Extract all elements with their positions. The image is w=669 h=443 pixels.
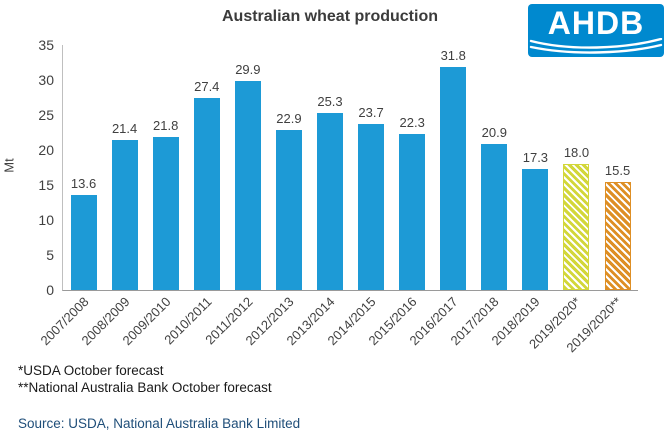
y-tick-label: 35 (38, 37, 54, 53)
bar-2018-2019 (522, 168, 549, 290)
bar-slot: 18.0 (556, 45, 597, 290)
bar-slot: 15.5 (597, 45, 638, 290)
bar-slot: 29.9 (227, 45, 268, 290)
x-tick-label: 2019/2020* (526, 294, 584, 352)
bar-value-label: 22.9 (276, 110, 302, 126)
x-tick-label: 2018/2019 (488, 294, 543, 349)
bar-2014-2015 (358, 124, 385, 290)
y-tick-label: 20 (38, 142, 54, 158)
bar-slot: 25.3 (309, 45, 350, 290)
y-axis-label: Mt (1, 158, 17, 173)
ahdb-logo: AHDB (528, 4, 664, 57)
bar-2019-2020-usda-forecast (563, 164, 590, 290)
bar-value-label: 17.3 (522, 149, 549, 165)
bar-slot: 27.4 (186, 45, 227, 290)
bar-2011-2012 (234, 80, 261, 290)
bar-value-label: 29.9 (235, 61, 261, 77)
y-tick-label: 30 (38, 72, 54, 88)
bar-slot: 20.9 (474, 45, 515, 290)
bar-2007-2008 (70, 194, 97, 290)
x-tick-label: 2016/2017 (406, 294, 461, 349)
ahdb-logo-text: AHDB (547, 5, 645, 41)
bar-value-label: 18.0 (563, 145, 590, 160)
bar-value-label: 31.8 (440, 48, 466, 64)
bar-2008-2009 (111, 140, 138, 290)
x-tick-label: 2015/2016 (365, 294, 420, 349)
bar-value-label: 23.7 (358, 105, 384, 121)
bar-2010-2011 (193, 98, 220, 290)
footnotes: *USDA October forecast **National Austra… (18, 362, 272, 396)
bar-value-label: 15.5 (604, 162, 631, 178)
bar-value-label: 13.6 (70, 175, 97, 191)
source-text: Source: USDA, National Australia Bank Li… (18, 416, 301, 431)
y-tick-label: 0 (46, 282, 54, 298)
bar-value-label: 21.8 (153, 118, 179, 134)
bar-slot: 31.8 (433, 45, 474, 290)
bar-2017-2018 (481, 143, 508, 290)
bar-slot: 21.4 (104, 45, 145, 290)
bar-value-label: 25.3 (317, 93, 343, 109)
footnote-usda: *USDA October forecast (18, 363, 164, 378)
x-tick-label: 2019/2020** (563, 294, 626, 356)
y-tick-label: 5 (46, 247, 54, 263)
bar-value-label: 22.3 (399, 114, 425, 130)
bar-2016-2017 (440, 67, 467, 290)
bar-slot: 22.3 (392, 45, 433, 290)
bar-2019-2020-nab-forecast (604, 181, 631, 290)
bar-slot: 17.3 (515, 45, 556, 290)
chart-title: Australian wheat production (221, 8, 438, 25)
bar-value-label: 27.4 (194, 79, 220, 95)
bar-value-label: 21.4 (111, 121, 138, 137)
bar-2015-2016 (399, 133, 426, 290)
x-tick-label: 2017/2018 (447, 294, 502, 349)
bar-slot: 23.7 (351, 45, 392, 290)
plot-area: 13.6 21.4 21.8 27.4 29.9 22.9 25.3 23.7 22.3 31.8… (62, 45, 638, 291)
bar-2009-2010 (152, 137, 179, 290)
footnote-nab: **National Australia Bank October foreca… (18, 380, 272, 395)
y-tick-label: 15 (38, 177, 54, 193)
bar-slot: 22.9 (268, 45, 309, 290)
ahdb-logo-waves-icon (529, 38, 663, 54)
y-tick-label: 25 (38, 107, 54, 123)
bar-2013-2014 (317, 112, 343, 290)
bar-value-label: 20.9 (481, 124, 507, 140)
y-tick-label: 10 (38, 212, 54, 228)
bar-2012-2013 (275, 129, 302, 290)
x-tick-label: 2014/2015 (324, 294, 379, 349)
bar-slot: 21.8 (145, 45, 186, 290)
bar-slot: 13.6 (63, 45, 104, 290)
